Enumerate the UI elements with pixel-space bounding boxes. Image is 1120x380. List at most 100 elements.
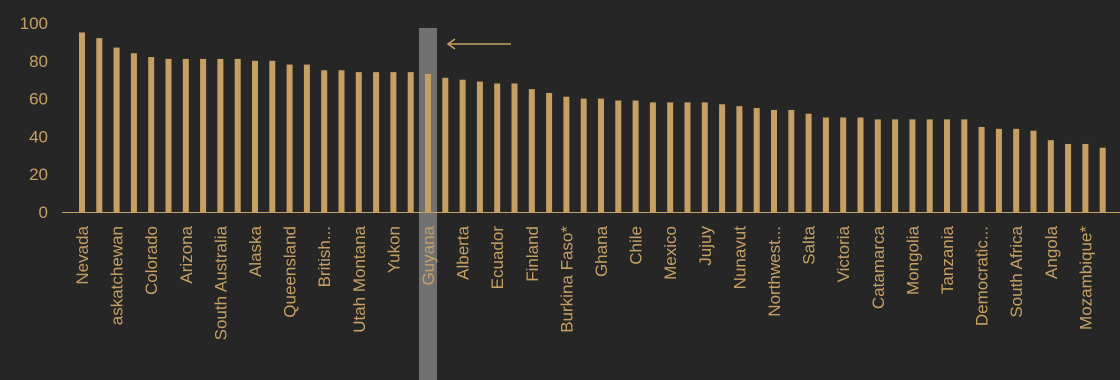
x-tick-label: Ecuador bbox=[488, 226, 507, 290]
bar bbox=[217, 58, 224, 212]
bar bbox=[1082, 143, 1089, 212]
bar bbox=[476, 81, 483, 212]
x-tick-label: askatchewan bbox=[108, 226, 127, 325]
bar bbox=[390, 72, 397, 212]
x-tick-label: Alberta bbox=[454, 225, 473, 279]
bar bbox=[234, 58, 241, 212]
x-tick-label: Queensland bbox=[281, 226, 300, 318]
x-tick-label: South Australia bbox=[211, 225, 230, 340]
bar bbox=[563, 96, 570, 212]
x-tick-label: Chile bbox=[627, 226, 646, 265]
bar bbox=[840, 117, 847, 212]
bar bbox=[442, 77, 449, 212]
x-tick-label: Utah Montana bbox=[350, 225, 369, 332]
x-tick-label: Burkina Faso* bbox=[557, 226, 576, 333]
x-tick-label: Alaska bbox=[246, 225, 265, 277]
bar bbox=[632, 100, 639, 212]
y-tick-label: 0 bbox=[39, 203, 48, 222]
bar bbox=[79, 32, 85, 213]
bar bbox=[926, 119, 933, 212]
bar bbox=[182, 58, 189, 212]
bar bbox=[321, 70, 328, 212]
bar bbox=[667, 102, 674, 212]
bar bbox=[200, 58, 207, 212]
y-tick-label: 60 bbox=[29, 90, 48, 109]
y-axis-ticks: 0 20 40 60 80 100 bbox=[20, 14, 48, 222]
bar bbox=[684, 102, 691, 212]
x-tick-label: Mongolia bbox=[903, 225, 922, 295]
bar bbox=[978, 126, 985, 212]
bar bbox=[303, 64, 310, 212]
bar bbox=[771, 109, 777, 212]
bar bbox=[407, 72, 414, 212]
bar bbox=[252, 60, 258, 212]
bar bbox=[528, 89, 535, 212]
bar bbox=[338, 70, 345, 212]
bar bbox=[511, 83, 518, 212]
y-tick-label: 80 bbox=[29, 52, 48, 71]
bar bbox=[892, 119, 899, 212]
bar bbox=[355, 72, 362, 212]
bar bbox=[96, 38, 103, 213]
x-tick-label: South Africa bbox=[1007, 225, 1026, 317]
x-tick-label: Finland bbox=[523, 226, 542, 282]
bar bbox=[753, 108, 760, 212]
bar bbox=[788, 109, 795, 212]
x-tick-label: Northwest... bbox=[765, 226, 784, 317]
x-axis-labels: Nevada askatchewan Colorado Arizona South Au… bbox=[73, 225, 1095, 340]
bar bbox=[805, 113, 812, 212]
bar bbox=[130, 53, 137, 212]
bar bbox=[909, 119, 916, 212]
x-tick-label: Tanzania bbox=[938, 225, 957, 294]
x-tick-label: Jujuy bbox=[696, 226, 715, 266]
bar bbox=[113, 47, 120, 212]
bar bbox=[459, 79, 466, 212]
bar bbox=[373, 72, 380, 212]
bar bbox=[701, 102, 708, 212]
bar bbox=[1099, 147, 1106, 212]
x-tick-label: Mozambique* bbox=[1076, 226, 1095, 330]
bar bbox=[148, 57, 155, 212]
bar bbox=[286, 64, 293, 212]
bar bbox=[1013, 128, 1020, 212]
x-tick-label: Catamarca bbox=[869, 225, 888, 309]
x-tick-label: Salta bbox=[800, 225, 819, 264]
y-tick-label: 40 bbox=[29, 127, 48, 146]
x-tick-label: Arizona bbox=[177, 225, 196, 283]
bar bbox=[598, 98, 604, 212]
x-tick-label: Yukon bbox=[384, 226, 403, 273]
bar bbox=[944, 119, 950, 212]
x-tick-label: British... bbox=[315, 226, 334, 287]
bar bbox=[269, 60, 276, 212]
x-tick-label: Angola bbox=[1042, 225, 1061, 278]
bars bbox=[79, 32, 1106, 213]
bar bbox=[736, 106, 743, 212]
bar bbox=[1065, 143, 1072, 212]
x-tick-label: Democratic... bbox=[973, 226, 992, 326]
bar bbox=[857, 117, 864, 212]
x-tick-label: Ghana bbox=[592, 225, 611, 277]
bar bbox=[719, 104, 726, 212]
bar bbox=[874, 119, 881, 212]
x-tick-label: Victoria bbox=[834, 225, 853, 282]
bar bbox=[615, 100, 622, 212]
y-tick-label: 20 bbox=[29, 165, 48, 184]
bar bbox=[1047, 140, 1054, 212]
bar bbox=[494, 83, 501, 212]
highlight-arrow bbox=[446, 38, 511, 50]
bar bbox=[580, 98, 587, 212]
x-tick-label: Guyana bbox=[419, 225, 438, 285]
bar bbox=[1030, 130, 1037, 212]
bar bbox=[822, 117, 829, 212]
bar bbox=[961, 119, 968, 212]
x-tick-label: Nunavut bbox=[730, 226, 749, 290]
bar bbox=[425, 74, 431, 212]
y-tick-label: 100 bbox=[20, 14, 48, 33]
bar bbox=[165, 58, 172, 212]
x-tick-label: Nevada bbox=[73, 225, 92, 284]
x-tick-label: Mexico bbox=[661, 226, 680, 280]
x-tick-label: Colorado bbox=[142, 226, 161, 295]
bar bbox=[649, 102, 656, 212]
bar bbox=[995, 128, 1002, 212]
